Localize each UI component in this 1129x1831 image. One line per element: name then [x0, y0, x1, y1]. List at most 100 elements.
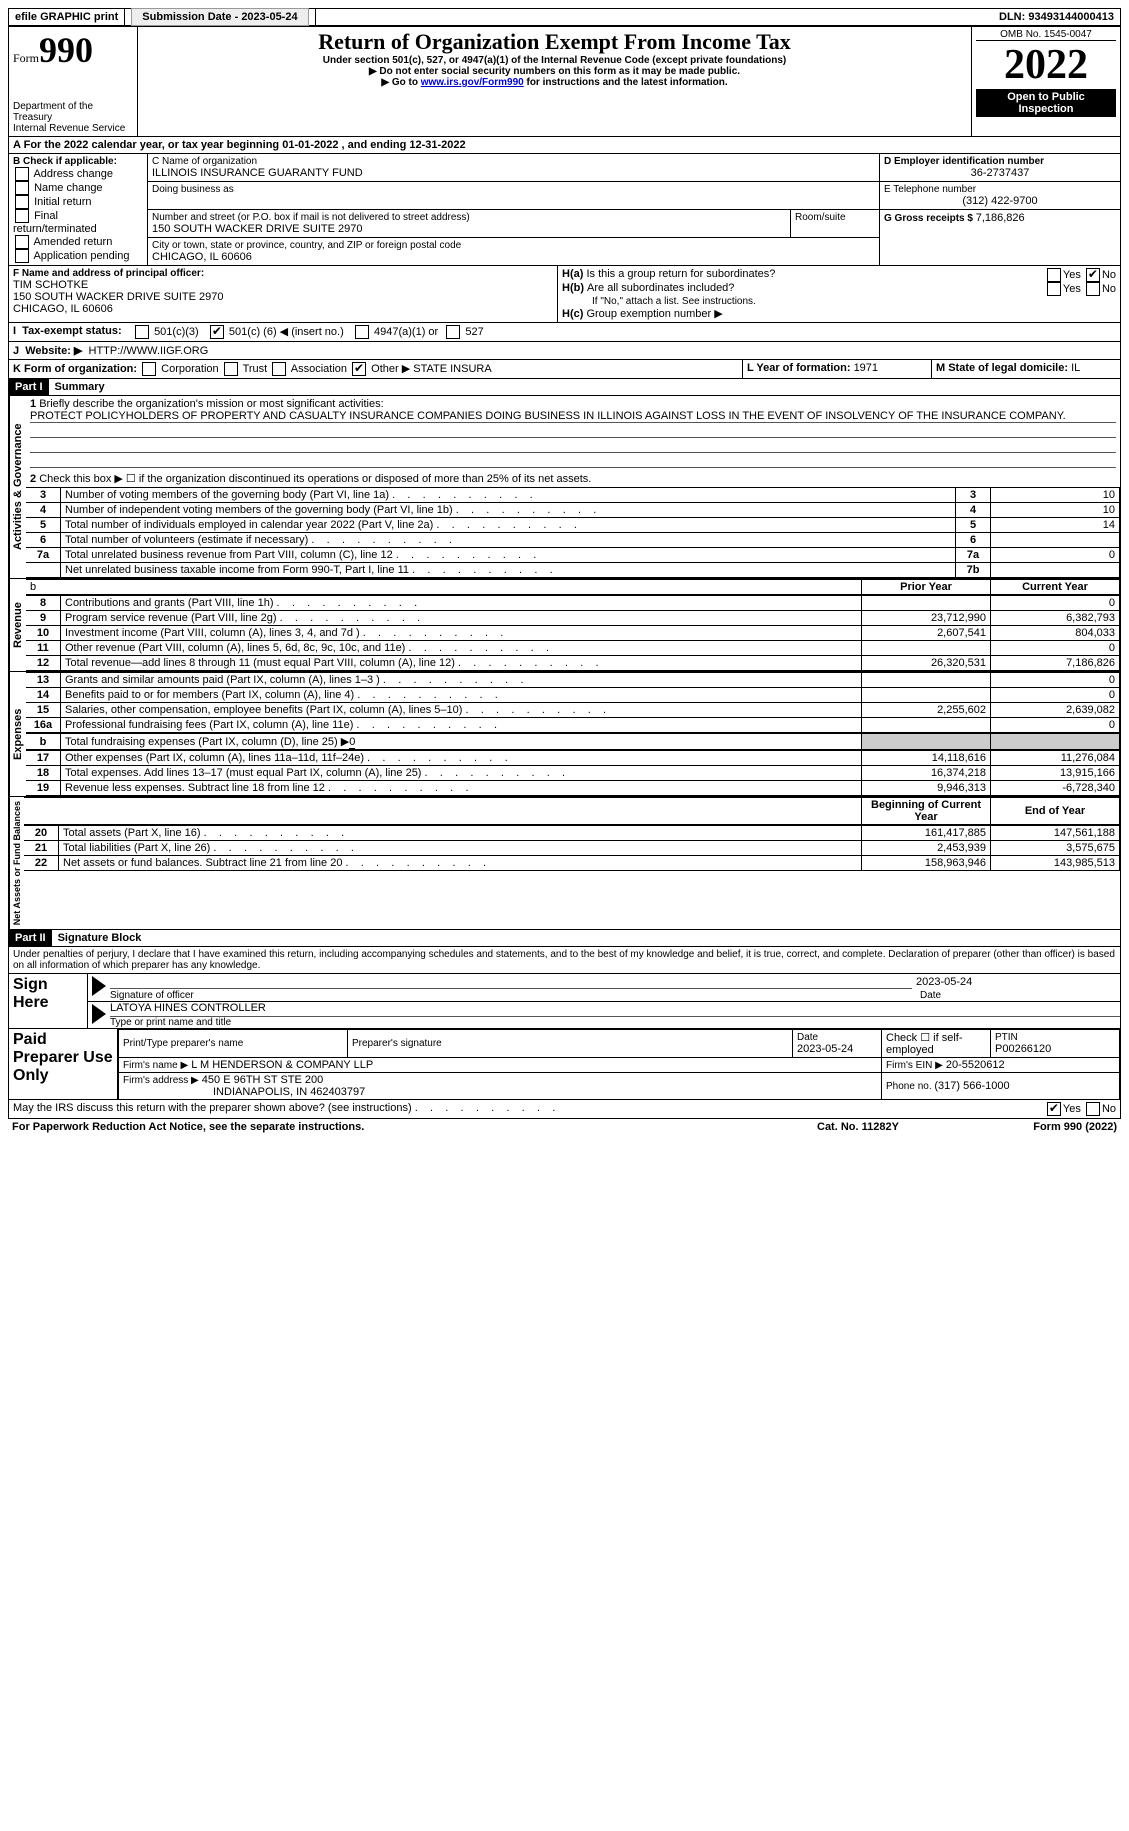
g-receipts-label: G Gross receipts $ [884, 213, 976, 224]
room-suite-label: Room/suite [795, 212, 875, 223]
sig-officer-label: Signature of officer [110, 990, 920, 1001]
form-header: Form990 Department of the Treasury Inter… [8, 26, 1121, 137]
discuss-yes[interactable] [1047, 1102, 1061, 1116]
hb-no[interactable] [1086, 282, 1100, 296]
netassets-section: Net Assets or Fund Balances Beginning of… [8, 797, 1121, 930]
form-990-label: Form990 [13, 29, 133, 71]
subtitle-1: Under section 501(c), 527, or 4947(a)(1)… [142, 55, 967, 66]
table-expenses: 13Grants and similar amounts paid (Part … [26, 672, 1120, 733]
d-ein-label: D Employer identification number [884, 156, 1116, 167]
street-address: 150 SOUTH WACKER DRIVE SUITE 2970 [152, 223, 786, 235]
street-label: Number and street (or P.O. box if mail i… [152, 212, 786, 223]
officer-addr1: 150 SOUTH WACKER DRIVE SUITE 2970 [13, 291, 553, 303]
section-netassets: Net Assets or Fund Balances [9, 797, 24, 929]
c-name-label: C Name of organization [152, 156, 875, 167]
discuss-no[interactable] [1086, 1102, 1100, 1116]
line-a: A For the 2022 calendar year, or tax yea… [8, 137, 1121, 154]
f-label: F Name and address of principal officer: [13, 268, 553, 279]
type-print-label: Type or print name and title [110, 1017, 1120, 1028]
chk-4947[interactable] [355, 325, 369, 339]
table-16b: b Total fundraising expenses (Part IX, c… [26, 733, 1120, 750]
firm-name: L M HENDERSON & COMPANY LLP [191, 1059, 373, 1071]
irs-label: Internal Revenue Service [13, 123, 133, 134]
city-label: City or town, state or province, country… [152, 240, 875, 251]
paid-preparer-label: Paid Preparer Use Only [9, 1029, 117, 1099]
subtitle-3: ▶ Go to www.irs.gov/Form990 for instruct… [142, 77, 967, 88]
footer-mid: Cat. No. 11282Y [817, 1121, 967, 1133]
table-revenue-header: bPrior YearCurrent Year [26, 579, 1120, 595]
section-klm: K Form of organization: Corporation Trus… [8, 360, 1121, 379]
chk-other[interactable] [352, 362, 366, 376]
section-expenses: Expenses [9, 672, 26, 796]
subtitle-2: ▶ Do not enter social security numbers o… [142, 66, 967, 77]
omb-number: OMB No. 1545-0047 [976, 29, 1116, 40]
chk-application-pending[interactable]: Application pending [13, 249, 143, 263]
return-title: Return of Organization Exempt From Incom… [142, 29, 967, 55]
efile-label: efile GRAPHIC print [9, 9, 125, 25]
table-netassets: 20Total assets (Part X, line 16)161,417,… [24, 825, 1120, 871]
firm-ein: 20-5520612 [946, 1059, 1005, 1071]
officer-printed-name: LATOYA HINES CONTROLLER [110, 1002, 1120, 1017]
officer-addr2: CHICAGO, IL 60606 [13, 303, 553, 315]
discuss-row: May the IRS discuss this return with the… [8, 1100, 1121, 1119]
table-expenses2: 17Other expenses (Part IX, column (A), l… [26, 750, 1120, 796]
section-b-g: B Check if applicable: Address change Na… [8, 154, 1121, 266]
chk-527[interactable] [446, 325, 460, 339]
paid-preparer-block: Paid Preparer Use Only Print/Type prepar… [8, 1029, 1121, 1100]
date-label: Date [920, 990, 1120, 1001]
line2-text: Check this box ▶ ☐ if the organization d… [39, 473, 591, 485]
part-i-body: Activities & Governance 1 Briefly descri… [8, 396, 1121, 579]
table-revenue: 8Contributions and grants (Part VIII, li… [26, 595, 1120, 671]
hb-note: If "No," attach a list. See instructions… [562, 296, 1116, 307]
sign-here-block: Sign Here 2023-05-24 Signature of office… [8, 974, 1121, 1029]
submission-date-btn: Submission Date - 2023-05-24 [131, 8, 308, 26]
sign-here-label: Sign Here [9, 974, 87, 1028]
city-state-zip: CHICAGO, IL 60606 [152, 251, 875, 263]
ha-yes[interactable] [1047, 268, 1061, 282]
chk-501c[interactable] [210, 325, 224, 339]
declaration-text: Under penalties of perjury, I declare th… [8, 947, 1121, 974]
section-f-h: F Name and address of principal officer:… [8, 266, 1121, 323]
irs-link[interactable]: www.irs.gov/Form990 [421, 77, 524, 88]
footer-right: Form 990 (2022) [967, 1121, 1117, 1133]
l-year: L Year of formation: 1971 [743, 360, 932, 378]
chk-initial-return[interactable]: Initial return [13, 195, 143, 209]
chk-assoc[interactable] [272, 362, 286, 376]
ha-label: Is this a group return for subordinates? [586, 268, 1044, 282]
chk-name-change[interactable]: Name change [13, 181, 143, 195]
firm-addr2: INDIANAPOLIS, IN 462403797 [123, 1086, 365, 1098]
firm-phone: (317) 566-1000 [934, 1080, 1009, 1092]
phone-value: (312) 422-9700 [884, 195, 1116, 207]
i-label: I Tax-exempt status: [13, 325, 133, 339]
org-name: ILLINOIS INSURANCE GUARANTY FUND [152, 167, 875, 179]
officer-name: TIM SCHOTKE [13, 279, 553, 291]
hb-yes[interactable] [1047, 282, 1061, 296]
chk-trust[interactable] [224, 362, 238, 376]
table-net-header: Beginning of Current YearEnd of Year [24, 797, 1120, 825]
dba-label: Doing business as [152, 184, 875, 195]
chk-amended-return[interactable]: Amended return [13, 235, 143, 249]
ptin-value: P00266120 [995, 1043, 1115, 1055]
sig-date: 2023-05-24 [912, 974, 1120, 990]
mission-text: PROTECT POLICYHOLDERS OF PROPERTY AND CA… [30, 410, 1116, 423]
chk-501c3[interactable] [135, 325, 149, 339]
line1-label: Briefly describe the organization's miss… [39, 398, 383, 410]
submission-date: Submission Date - 2023-05-24 [125, 9, 315, 25]
self-employed-check[interactable]: Check ☐ if self-employed [882, 1030, 991, 1058]
chk-final-return[interactable]: Final return/terminated [13, 209, 143, 235]
gross-receipts: 7,186,826 [976, 212, 1025, 224]
chk-address-change[interactable]: Address change [13, 167, 143, 181]
discuss-label: May the IRS discuss this return with the… [13, 1102, 1045, 1116]
dept-treasury: Department of the Treasury [13, 101, 133, 123]
website-url: HTTP://WWW.IIGF.ORG [89, 345, 209, 357]
m-state: M State of legal domicile: IL [932, 360, 1120, 378]
dln: DLN: 93493144000413 [993, 9, 1120, 25]
tax-year: 2022 [976, 41, 1116, 89]
ha-no[interactable] [1086, 268, 1100, 282]
section-activities: Activities & Governance [9, 396, 26, 578]
section-i: I Tax-exempt status: 501(c)(3) 501(c) (6… [8, 323, 1121, 342]
part-i-header: Part ISummary [8, 379, 1121, 396]
signature-arrow-icon [92, 976, 106, 996]
chk-corp[interactable] [142, 362, 156, 376]
b-label: B Check if applicable: [13, 156, 143, 167]
